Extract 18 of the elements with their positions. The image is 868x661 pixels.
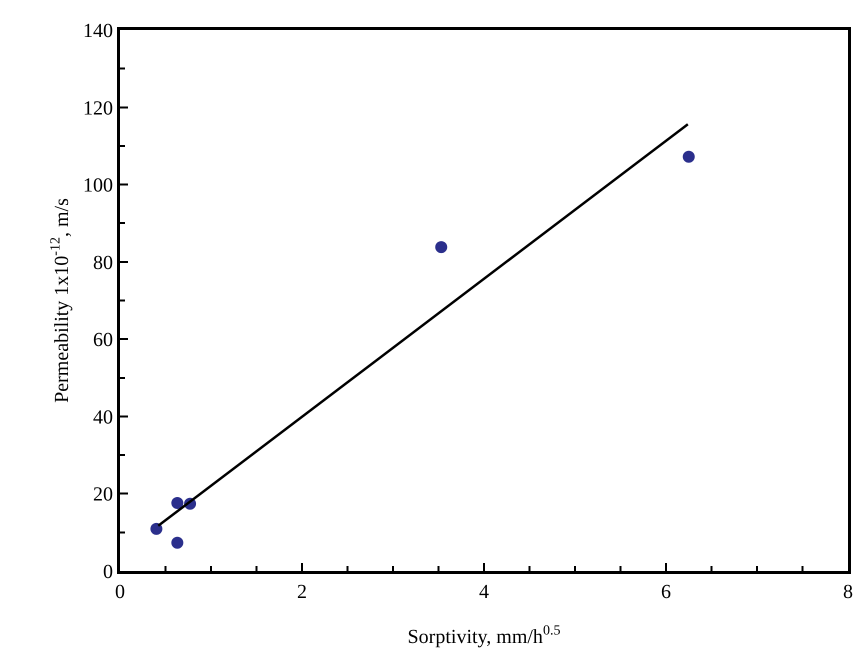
x-tick-label: 4 xyxy=(479,581,489,603)
x-axis-title: Sorptivity, mm/h$^{0.5}$ xyxy=(408,624,560,648)
point xyxy=(171,496,184,509)
point xyxy=(682,150,695,163)
y-tick-label: 80 xyxy=(93,252,113,274)
y-tick-label: 20 xyxy=(93,484,113,506)
x-tick-label: 8 xyxy=(843,581,853,603)
y-tick-label: 140 xyxy=(83,20,113,42)
y-tick-label: 0 xyxy=(103,561,113,583)
y-tick-label: 120 xyxy=(83,97,113,120)
point xyxy=(435,241,448,254)
y-tick-label: 60 xyxy=(93,329,113,352)
point xyxy=(150,522,162,535)
point xyxy=(171,536,184,549)
x-tick-label: 2 xyxy=(297,581,307,603)
y-tick-label: 100 xyxy=(83,174,113,197)
y-tick-label: 40 xyxy=(93,406,113,428)
x-tick-label: 6 xyxy=(661,581,671,603)
